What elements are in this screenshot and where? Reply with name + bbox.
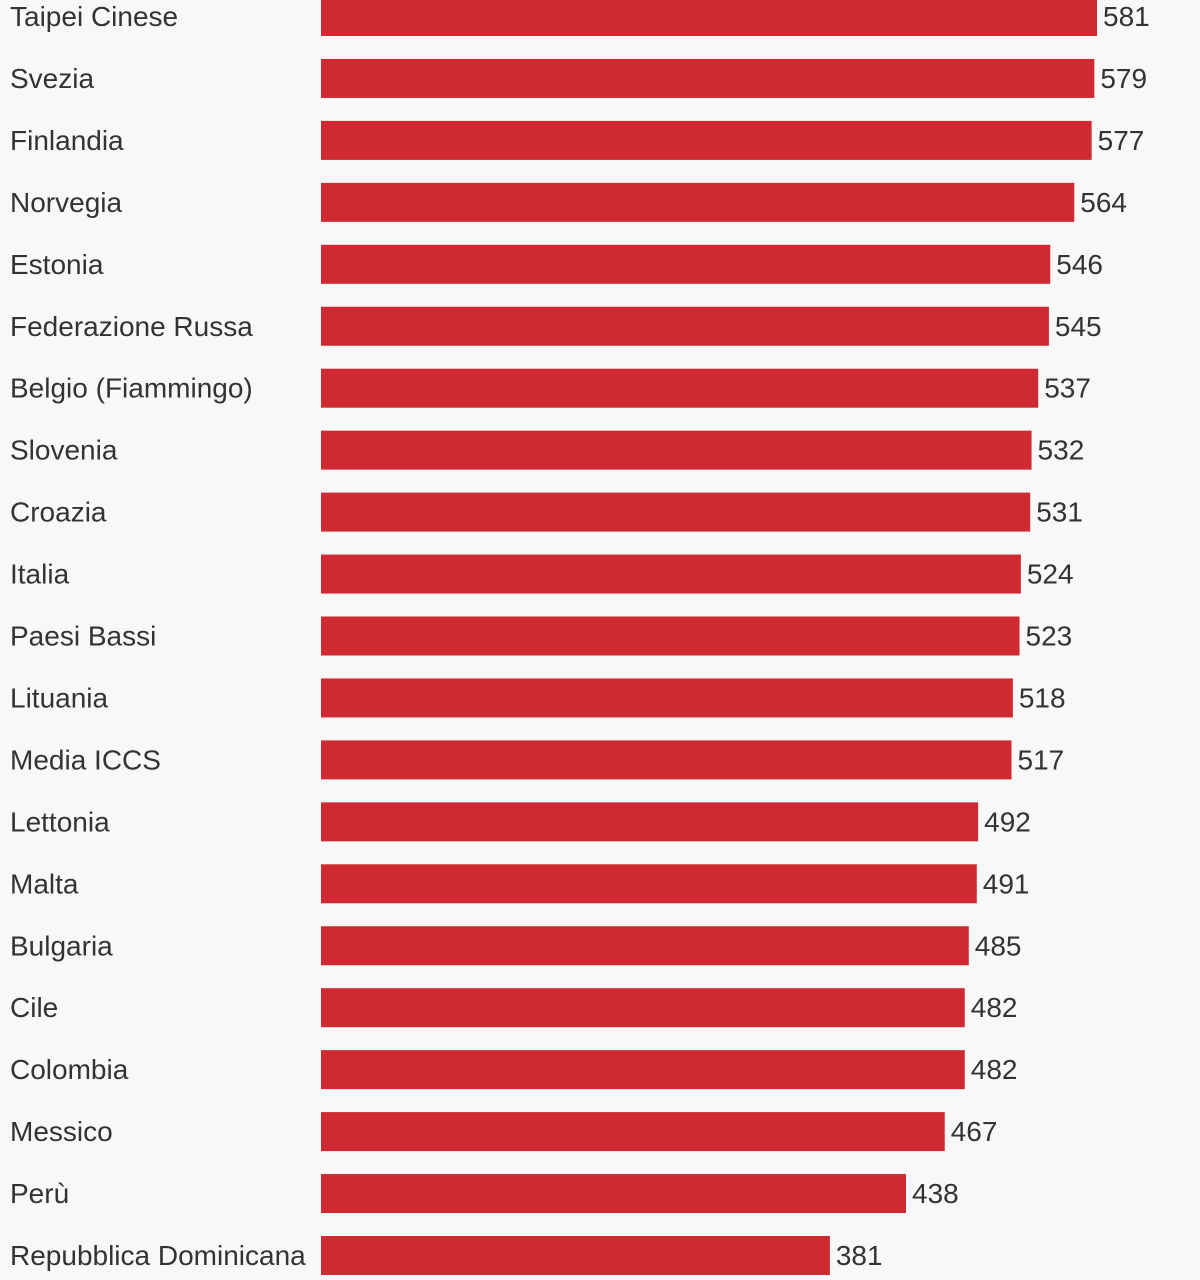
bar — [321, 1050, 965, 1090]
value-label: 482 — [971, 992, 1018, 1023]
category-label: Lituania — [10, 682, 109, 713]
category-labels: Taipei Cinese Svezia Finlandia Norvegia Esto… — [10, 1, 306, 1271]
category-label: Italia — [10, 559, 70, 590]
category-label: Taipei Cinese — [10, 1, 178, 32]
category-label: Norvegia — [10, 187, 122, 218]
bar — [321, 678, 1013, 718]
category-label: Croazia — [10, 497, 107, 528]
bar — [321, 616, 1020, 656]
bar — [321, 368, 1039, 408]
bar — [321, 1174, 907, 1214]
bar — [321, 554, 1021, 594]
bar — [321, 864, 977, 904]
category-label: Colombia — [10, 1054, 129, 1085]
bar — [321, 58, 1095, 98]
value-label: 524 — [1027, 559, 1074, 590]
category-label: Estonia — [10, 249, 104, 280]
category-label: Lettonia — [10, 806, 110, 837]
value-label: 545 — [1055, 311, 1102, 342]
category-label: Repubblica Dominicana — [10, 1240, 306, 1271]
bar — [321, 244, 1051, 284]
bar — [321, 1112, 945, 1152]
category-label: Paesi Bassi — [10, 621, 156, 652]
category-label: Slovenia — [10, 435, 118, 466]
value-label: 537 — [1044, 373, 1091, 404]
category-label: Cile — [10, 992, 58, 1023]
bar — [321, 306, 1049, 346]
value-label: 532 — [1038, 435, 1085, 466]
bar — [321, 120, 1092, 160]
value-label: 546 — [1056, 249, 1103, 280]
bar — [321, 988, 965, 1028]
bar — [321, 0, 1097, 36]
value-label: 438 — [912, 1178, 959, 1209]
bar — [321, 740, 1012, 780]
value-label: 523 — [1026, 621, 1073, 652]
value-label: 381 — [836, 1240, 883, 1271]
category-label: Svezia — [10, 63, 94, 94]
value-label: 564 — [1080, 187, 1127, 218]
value-label: 485 — [975, 930, 1022, 961]
value-labels: 581 579 577 564 546 545 537 532 531 524 523 518 517 4… — [836, 1, 1150, 1271]
bar — [321, 802, 979, 842]
category-label: Finlandia — [10, 125, 124, 156]
category-label: Malta — [10, 868, 79, 899]
bar — [321, 182, 1075, 222]
value-label: 579 — [1100, 63, 1147, 94]
category-label: Federazione Russa — [10, 311, 253, 342]
category-label: Media ICCS — [10, 744, 161, 775]
value-label: 531 — [1036, 497, 1083, 528]
category-label: Messico — [10, 1116, 113, 1147]
category-label: Bulgaria — [10, 930, 113, 961]
value-label: 518 — [1019, 682, 1066, 713]
value-label: 467 — [951, 1116, 998, 1147]
category-label: Belgio (Fiammingo) — [10, 373, 253, 404]
value-label: 492 — [984, 806, 1031, 837]
bar — [321, 430, 1032, 470]
bars-group — [321, 0, 1097, 1275]
bar — [321, 492, 1031, 532]
value-label: 581 — [1103, 1, 1150, 32]
value-label: 491 — [983, 868, 1030, 899]
category-label: Perù — [10, 1178, 69, 1209]
value-label: 482 — [971, 1054, 1018, 1085]
bar — [321, 1236, 830, 1275]
value-label: 577 — [1098, 125, 1145, 156]
value-label: 517 — [1018, 744, 1065, 775]
bar — [321, 926, 969, 966]
